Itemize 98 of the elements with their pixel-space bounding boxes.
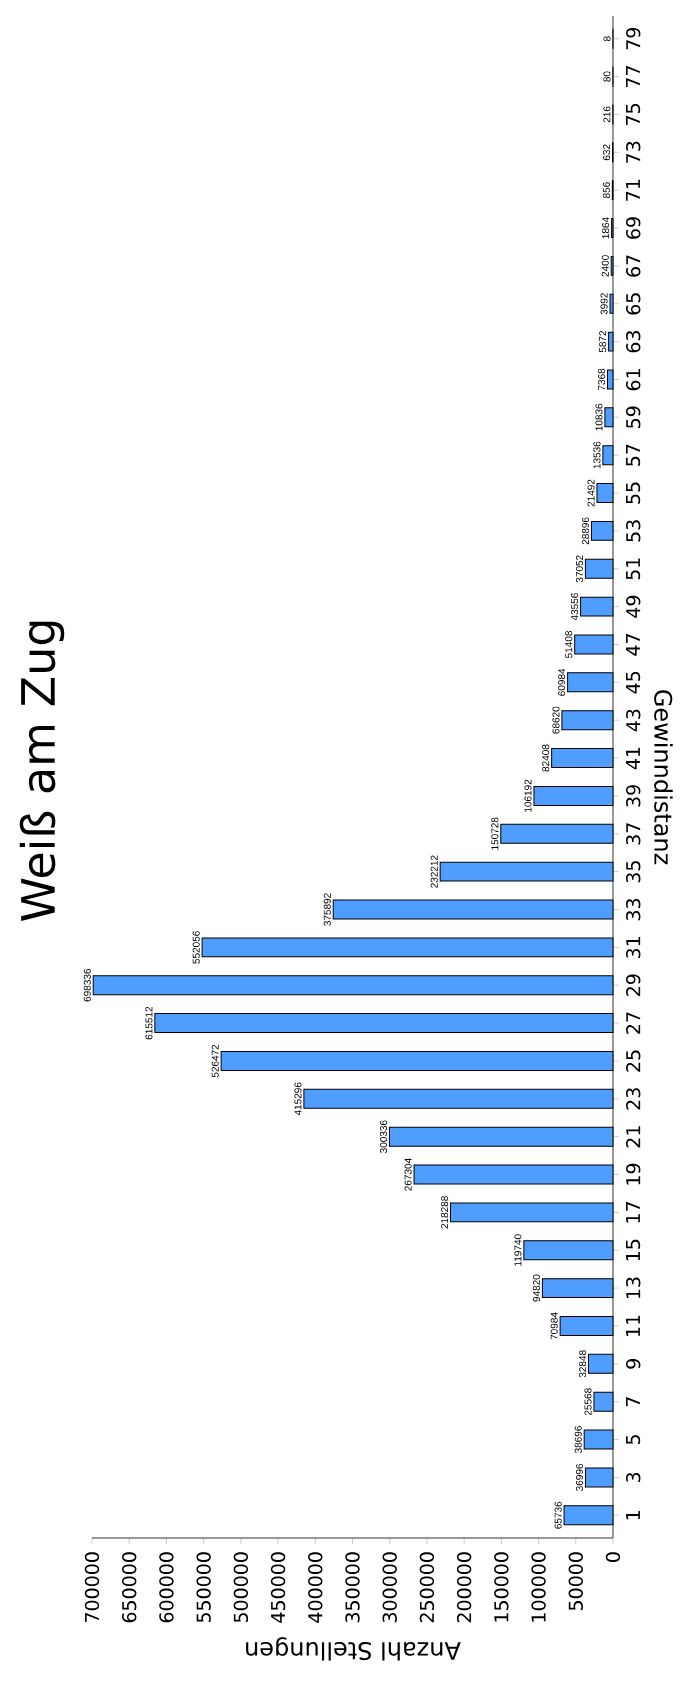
data-label: 3992 — [600, 293, 608, 315]
data-label: 300336 — [379, 1120, 388, 1153]
y-tick-label: 15 — [626, 1239, 641, 1261]
y-tick-label: 55 — [626, 482, 641, 504]
data-label: 8 — [603, 36, 611, 42]
text: Weiß am Zug — [19, 621, 65, 921]
y-tick-label: 19 — [626, 1163, 641, 1185]
x-tick-label: 300000 — [382, 1552, 397, 1623]
data-label: 10836 — [595, 403, 603, 431]
data-label: 43556 — [571, 593, 579, 621]
data-label: 25568 — [584, 1388, 592, 1416]
x-axis-title: Anzahl Stellungen — [246, 1637, 461, 1661]
y-tick-label: 37 — [626, 823, 641, 845]
data-label: 232212 — [430, 855, 438, 888]
y-tick-label: 53 — [626, 520, 641, 542]
data-label: 150728 — [491, 817, 499, 850]
y-tick-label: 67 — [626, 255, 641, 277]
data-label: 375892 — [323, 893, 331, 926]
y-tick-label: 71 — [626, 179, 640, 201]
data-label: 632 — [603, 144, 611, 161]
x-tick-label: 0 — [605, 1552, 621, 1562]
data-label: 68620 — [552, 706, 560, 734]
x-tick-label: 250000 — [419, 1552, 435, 1623]
y-tick-label: 75 — [626, 103, 641, 125]
data-label: 13536 — [593, 441, 601, 469]
y-tick-label: 13 — [626, 1277, 641, 1299]
y-tick-label: 73 — [626, 141, 641, 163]
x-tick-label: 200000 — [456, 1552, 472, 1623]
y-tick-label: 39 — [626, 785, 641, 807]
y-tick-label: 35 — [626, 861, 641, 883]
x-tick-label: 500000 — [233, 1552, 249, 1623]
data-label: 2400 — [601, 255, 609, 277]
y-tick-label: 57 — [626, 444, 641, 466]
data-label: 698336 — [83, 969, 91, 1002]
y-tick-label: 77 — [626, 66, 640, 88]
data-label: 70984 — [550, 1312, 558, 1340]
data-label: 94820 — [532, 1274, 540, 1302]
data-label: 1864 — [602, 217, 610, 239]
y-tick-label: 5 — [626, 1435, 641, 1445]
data-label: 82408 — [542, 744, 550, 772]
data-label: 216 — [603, 106, 611, 123]
data-label: 60984 — [558, 668, 566, 696]
y-tick-label: 61 — [626, 369, 641, 391]
x-tick-label: 350000 — [345, 1552, 360, 1623]
y-axis-title: Gewinndistanz — [654, 690, 673, 865]
data-label: 856 — [602, 182, 610, 199]
data-label: 106192 — [524, 779, 532, 812]
data-label: 65736 — [554, 1501, 562, 1529]
y-tick-label: 27 — [626, 1012, 641, 1034]
y-tick-label: 31 — [626, 937, 641, 959]
data-label: 38696 — [574, 1426, 582, 1454]
y-tick-label: 11 — [626, 1315, 640, 1336]
data-label: 218288 — [441, 1196, 449, 1229]
y-tick-label: 79 — [626, 27, 641, 50]
data-label: 32848 — [579, 1350, 587, 1378]
x-tick-label: 550000 — [196, 1552, 211, 1623]
y-tick-label: 45 — [626, 671, 641, 694]
data-label: 80 — [603, 71, 611, 82]
x-tick-label: 150000 — [494, 1552, 509, 1622]
data-label: 21492 — [587, 479, 595, 507]
data-label: 28896 — [581, 517, 590, 545]
y-tick-label: 21 — [626, 1126, 641, 1148]
x-tick-label: 450000 — [270, 1552, 286, 1623]
data-label: 51408 — [565, 631, 573, 658]
data-label: 5872 — [599, 330, 607, 353]
data-label: 119740 — [514, 1234, 522, 1266]
x-tick-label: 650000 — [122, 1552, 137, 1623]
y-tick-label: 47 — [626, 634, 640, 656]
y-tick-label: 59 — [626, 406, 641, 428]
x-tick-label: 50000 — [568, 1552, 583, 1611]
data-label: 526472 — [211, 1044, 219, 1078]
y-tick-label: 25 — [626, 1050, 641, 1072]
data-label: 7368 — [598, 368, 606, 391]
data-label: 267304 — [404, 1158, 412, 1191]
y-tick-label: 9 — [626, 1359, 641, 1369]
y-tick-label: 41 — [626, 747, 640, 770]
y-tick-label: 51 — [626, 558, 641, 580]
y-tick-label: 63 — [626, 331, 641, 353]
y-tick-label: 1 — [626, 1510, 640, 1520]
x-tick-label: 400000 — [308, 1552, 323, 1623]
data-label: 615512 — [145, 1006, 153, 1040]
y-tick-label: 43 — [626, 709, 641, 732]
y-tick-label: 33 — [626, 898, 641, 921]
data-label: 36996 — [575, 1463, 584, 1491]
x-tick-label: 700000 — [84, 1552, 100, 1623]
y-tick-label: 69 — [626, 217, 641, 239]
y-tick-label: 17 — [626, 1201, 640, 1223]
y-tick-label: 3 — [626, 1472, 641, 1483]
x-tick-label: 100000 — [531, 1552, 546, 1622]
y-tick-label: 65 — [626, 293, 641, 315]
y-tick-label: 29 — [626, 974, 641, 996]
y-tick-label: 7 — [626, 1397, 640, 1407]
data-label: 415296 — [294, 1082, 302, 1116]
y-tick-label: 49 — [626, 595, 641, 618]
y-tick-label: 23 — [626, 1088, 641, 1110]
data-label: 552056 — [192, 931, 200, 964]
data-label: 37052 — [575, 555, 583, 583]
x-tick-label: 600000 — [159, 1552, 174, 1623]
